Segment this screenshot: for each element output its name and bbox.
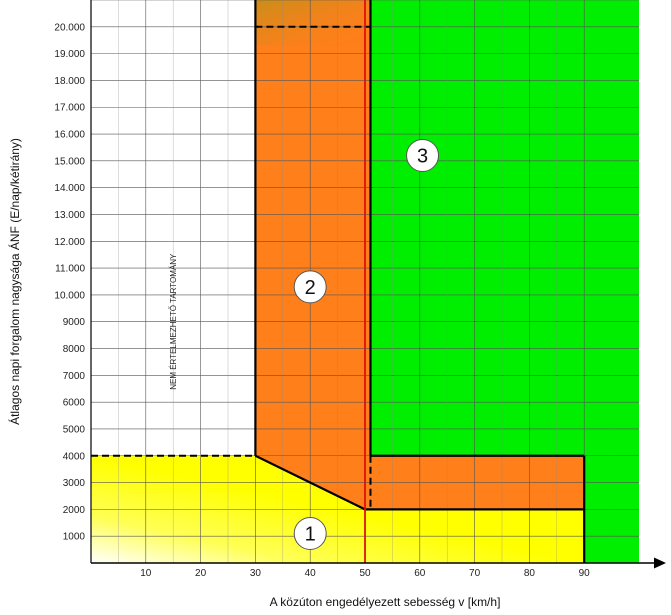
y-tick-label-19000: 19.000 [54, 49, 85, 60]
boundary-solid-5 [254, 454, 366, 511]
y-tick-label-7000: 7000 [63, 371, 86, 382]
y-tick-label-6000: 6000 [63, 398, 86, 409]
y-tick-label-10000: 10.000 [54, 290, 85, 301]
x-tick-label-50: 50 [359, 568, 371, 579]
y-tick-label-18000: 18.000 [54, 76, 85, 87]
y-tick-label-12000: 12.000 [54, 237, 85, 248]
region-2-top-shade [255, 0, 371, 46]
y-axis-label: Átlagos napi forgalom nagysága ÁNF (E/na… [7, 138, 22, 425]
x-axis-arrow [654, 557, 666, 569]
unusable-region-label: NEM ÉRTELMEZHETŐ TARTOMÁNY [169, 253, 178, 390]
y-tick-label-4000: 4000 [63, 451, 86, 462]
region-label-circle-2 [293, 270, 327, 304]
y-tick-label-1000: 1000 [63, 532, 86, 543]
y-tick-label-16000: 16.000 [54, 130, 85, 141]
y-tick-label-5000: 5000 [63, 424, 86, 435]
y-tick-label-14000: 14.000 [54, 183, 85, 194]
x-tick-label-80: 80 [524, 568, 536, 579]
y-tick-label-8000: 8000 [63, 344, 86, 355]
y-tick-label-3000: 3000 [63, 478, 86, 489]
x-tick-label-70: 70 [469, 568, 481, 579]
y-tick-label-13000: 13.000 [54, 210, 85, 221]
region-label-3: 3 [417, 145, 428, 167]
region-label-circle-1 [293, 517, 327, 551]
y-tick-label-17000: 17.000 [54, 103, 85, 114]
boundary-layer [91, 0, 586, 563]
x-tick-label-30: 30 [250, 568, 262, 579]
x-tick-label-60: 60 [414, 568, 426, 579]
region-label-1: 1 [305, 524, 316, 546]
y-tick-label-15000: 15.000 [54, 156, 85, 167]
region-label-circle-3 [406, 138, 440, 172]
y-tick-label-11000: 11.000 [55, 264, 85, 275]
x-axis-label: A közúton engedélyezett sebesség v [km/h… [270, 595, 501, 609]
y-tick-label-2000: 2000 [63, 505, 86, 516]
axes-layer: 10 20 30 40 50 60 70 80 90 1000 2000 3000 4000 5000 60… [54, 0, 666, 579]
region-label-2: 2 [305, 277, 316, 299]
x-tick-label-10: 10 [140, 568, 152, 579]
y-tick-label-9000: 9000 [63, 317, 86, 328]
x-tick-label-90: 90 [579, 568, 591, 579]
y-tick-label-20000: 20.000 [54, 22, 85, 33]
x-tick-label-20: 20 [195, 568, 207, 579]
x-tick-label-40: 40 [305, 568, 317, 579]
labels-layer: 3 2 1 NEM ÉRTELMEZHETŐ TARTOMÁNY [169, 138, 440, 551]
